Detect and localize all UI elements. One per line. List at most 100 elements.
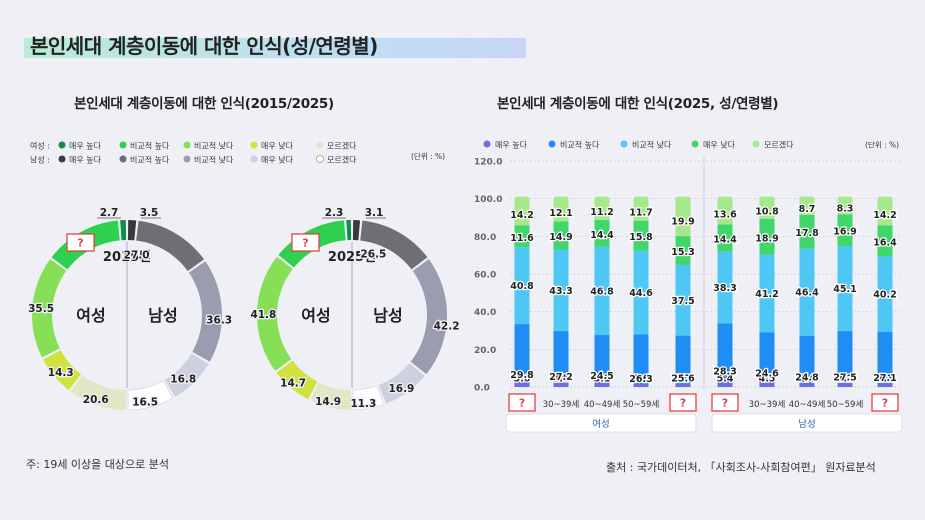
donut-value-label: 2.3: [325, 207, 344, 219]
legend-label: 비교적 높다: [560, 140, 600, 150]
donut-year-label: 2025년: [328, 250, 376, 265]
donut-value-label: 27.0: [124, 249, 150, 261]
bar-value-label: 12.1: [549, 208, 572, 219]
donut-unit-label: (단위 : %): [411, 151, 445, 161]
legend-swatch: [183, 155, 191, 163]
legend-swatch: [250, 155, 258, 163]
donut-value-label: 11.3: [350, 398, 376, 410]
donut-value-label: 26.5: [360, 248, 386, 260]
bar-cap: [759, 196, 775, 202]
donut-slice-male: [164, 353, 209, 397]
bar-value-label: 41.2: [755, 289, 778, 300]
y-tick-label: 20.0: [474, 346, 496, 356]
bar-segment: [799, 198, 815, 215]
donut-value-label: 42.2: [434, 320, 460, 332]
donut-slice-male: [378, 363, 425, 404]
bar-segment: [553, 249, 569, 332]
bar-value-label: 14.4: [590, 230, 614, 241]
bar-cap: [877, 196, 893, 202]
bar-chart-title: 본인세대 계층이동에 대한 인식(2025, 성/연령별): [497, 96, 779, 112]
bar-segment: [837, 214, 853, 247]
missing-category-mark: ?: [722, 397, 728, 410]
donut-value-label: 41.8: [250, 309, 276, 321]
bar-value-label: 45.1: [833, 284, 856, 295]
donut-slice-female: [31, 259, 67, 358]
donut-slice-male: [136, 220, 204, 272]
bar-value-label: 8.7: [799, 204, 816, 215]
bar-segment: [514, 198, 530, 226]
donut-female-label: 여성: [301, 306, 330, 325]
donut-slice-female: [120, 220, 127, 241]
bar-value-label: 3.6: [514, 374, 531, 385]
bar-value-label: 13.6: [713, 210, 737, 221]
bar-value-label: 25.6: [671, 374, 695, 385]
bar-value-label: 24.6: [755, 368, 779, 379]
bar-cap: [799, 196, 815, 202]
bar-value-label: 17.8: [795, 228, 819, 239]
bar-cap: [837, 196, 853, 202]
bar-value-label: 43.3: [549, 286, 572, 297]
bar-segment: [553, 331, 569, 383]
bar-segment: [594, 381, 610, 387]
missing-category-mark: ?: [882, 397, 888, 410]
donut-chart-title: 본인세대 계층이동에 대한 인식(2015/2025): [74, 96, 334, 112]
legend-group-label: 여성 :: [30, 141, 50, 151]
legend-label: 비교적 높다: [130, 155, 170, 165]
donut-slice-female: [70, 375, 127, 410]
bar-value-label: 14.2: [873, 210, 896, 221]
bar-value-label: 14.9: [549, 232, 572, 243]
missing-value-mark: ?: [77, 237, 83, 250]
bar-segment: [514, 380, 530, 387]
bar-value-label: 16.9: [833, 227, 856, 238]
group-band: [505, 413, 697, 433]
donut-value-label: 14.9: [315, 396, 341, 408]
legend-swatch: [58, 155, 66, 163]
x-tick-label: 40~49세: [584, 400, 621, 410]
bar-value-label: 2.1: [877, 374, 894, 385]
bar-segment: [717, 251, 733, 324]
bar-segment: [675, 236, 691, 265]
legend-label: 매우 높다: [69, 156, 102, 165]
legend-swatch: [483, 140, 491, 148]
legend-label: 모르겠다: [764, 140, 794, 150]
legend-label: 매우 높다: [69, 142, 102, 151]
bar-segment: [594, 246, 610, 336]
donut-value-label: 16.9: [388, 383, 414, 395]
bar-segment: [877, 225, 893, 257]
donut-slice-male: [352, 220, 361, 241]
bar-value-label: 15.3: [671, 247, 694, 258]
missing-category-box: [508, 393, 536, 412]
donut-value-label: 2.7: [100, 207, 119, 219]
bar-segment: [594, 335, 610, 382]
bar-segment: [717, 376, 733, 387]
legend-swatch: [183, 141, 191, 149]
x-tick-label: 50~59세: [827, 400, 864, 410]
legend-swatch: [250, 141, 258, 149]
bar-segment: [675, 383, 691, 387]
legend-swatch: [316, 155, 324, 163]
donut-slice-male: [410, 259, 447, 375]
bar-segment: [675, 198, 691, 237]
bar-cap: [633, 196, 649, 202]
bar-value-label: 40.8: [510, 281, 534, 292]
bar-cap: [514, 196, 530, 202]
missing-value-box: [66, 233, 95, 252]
missing-category-mark: ?: [680, 397, 686, 410]
donut-male-label: 남성: [148, 306, 177, 325]
bar-segment: [837, 331, 853, 383]
bar-segment: [837, 246, 853, 332]
legend-label: 모르겠다: [327, 155, 357, 165]
bar-segment: [514, 324, 530, 381]
bar-segment: [553, 382, 569, 387]
bar-segment: [633, 198, 649, 221]
donut-slice-female: [43, 350, 82, 391]
legend-swatch: [316, 141, 324, 149]
bar-segment: [799, 248, 815, 336]
legend-label: 비교적 낮다: [632, 140, 672, 150]
group-label: 남성: [798, 419, 815, 430]
donut-slice-female: [310, 382, 352, 410]
infographic: 본인세대 계층이동에 대한 인식(성/연령별) 본인세대 계층이동에 대한 인식…: [24, 34, 903, 474]
donut-year-label: 2015년: [103, 250, 151, 265]
bar-cap: [594, 196, 610, 202]
bar-cap: [717, 196, 733, 202]
